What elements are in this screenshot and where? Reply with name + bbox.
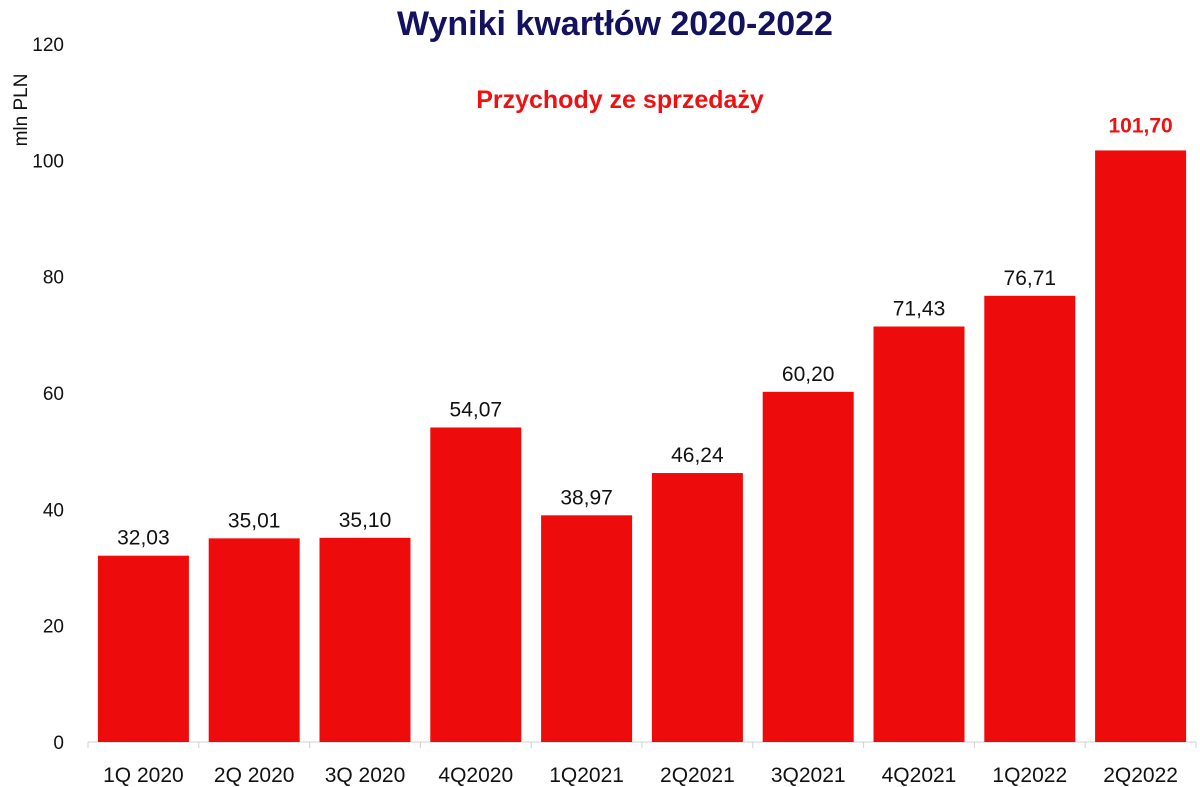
bar bbox=[762, 391, 854, 742]
bar bbox=[430, 427, 522, 742]
y-tick-label: 100 bbox=[32, 151, 64, 172]
data-label: 35,10 bbox=[339, 509, 392, 532]
x-tick-label: 3Q2021 bbox=[771, 764, 846, 787]
y-tick-label: 0 bbox=[53, 733, 64, 754]
data-label: 46,24 bbox=[671, 444, 724, 467]
x-tick-label: 2Q2022 bbox=[1103, 764, 1178, 787]
y-tick-label: 40 bbox=[43, 500, 64, 521]
data-label: 32,03 bbox=[117, 527, 170, 550]
bar bbox=[97, 555, 189, 742]
bar bbox=[984, 295, 1076, 742]
bar bbox=[651, 473, 743, 742]
y-tick-label: 20 bbox=[43, 617, 64, 638]
bar bbox=[873, 326, 965, 742]
x-tick-label: 4Q2020 bbox=[438, 764, 513, 787]
chart-title: Wyniki kwartłów 2020-2022 bbox=[397, 5, 833, 43]
x-tick-label: 1Q2022 bbox=[992, 764, 1067, 787]
data-label: 101,70 bbox=[1108, 114, 1172, 137]
data-label: 35,01 bbox=[228, 509, 281, 532]
y-tick-label: 80 bbox=[43, 268, 64, 289]
chart-subtitle: Przychody ze sprzedaży bbox=[476, 86, 764, 114]
x-tick-label: 2Q 2020 bbox=[214, 764, 295, 787]
x-tick-label: 2Q2021 bbox=[660, 764, 735, 787]
data-label: 76,71 bbox=[1004, 267, 1057, 290]
x-tick-label: 3Q 2020 bbox=[325, 764, 406, 787]
bar bbox=[1095, 150, 1187, 742]
x-tick-label: 4Q2021 bbox=[882, 764, 957, 787]
y-tick-label: 60 bbox=[43, 384, 64, 405]
bar bbox=[208, 538, 300, 742]
data-label: 54,07 bbox=[450, 398, 503, 421]
data-label: 60,20 bbox=[782, 363, 835, 386]
y-tick-label: 120 bbox=[32, 35, 64, 56]
x-tick-label: 1Q2021 bbox=[549, 764, 624, 787]
x-tick-label: 1Q 2020 bbox=[103, 764, 184, 787]
bar bbox=[541, 515, 633, 742]
data-label: 71,43 bbox=[893, 298, 946, 321]
data-label: 38,97 bbox=[560, 486, 613, 509]
bar bbox=[319, 537, 411, 742]
